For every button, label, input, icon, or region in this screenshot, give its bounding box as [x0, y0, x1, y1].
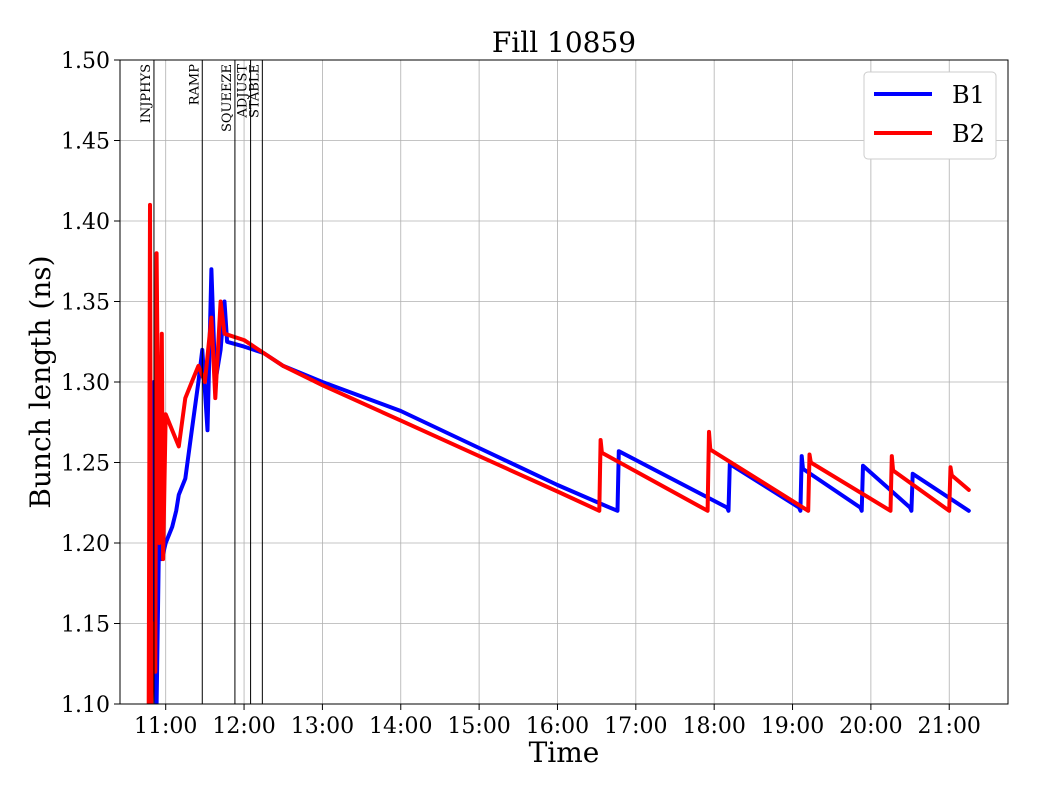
x-tick-label: 21:00	[918, 714, 981, 739]
y-tick-label: 1.45	[61, 130, 110, 155]
y-tick-label: 1.25	[61, 452, 110, 477]
y-tick-label: 1.10	[61, 693, 110, 718]
phase-label: SQUEEZE	[220, 64, 235, 132]
y-tick-label: 1.15	[61, 613, 110, 638]
series-layer	[146, 202, 971, 704]
legend-label-b2: B2	[952, 120, 985, 148]
y-tick-label: 1.20	[61, 532, 110, 557]
x-tick-label: 12:00	[212, 714, 275, 739]
y-tick-label: 1.35	[61, 291, 110, 316]
x-tick-label: 15:00	[447, 714, 510, 739]
legend-label-b1: B1	[952, 81, 985, 109]
phase-label: ADJUST	[236, 64, 251, 119]
y-tick-label: 1.30	[61, 371, 110, 396]
y-axis-ticks: 1.10 1.15 1.20 1.25 1.30 1.35 1.40 1.45 1.50	[61, 49, 120, 718]
y-axis-label: Bunch length (ns)	[24, 255, 57, 508]
x-tick-label: 13:00	[291, 714, 354, 739]
legend: B1 B2	[863, 71, 997, 160]
y-tick-label: 1.40	[61, 210, 110, 235]
x-axis-ticks: 11:00 12:00 13:00 14:00 15:00 16:00 17:00 18:00…	[134, 704, 981, 739]
y-tick-label: 1.50	[61, 49, 110, 74]
series-line-b1	[148, 267, 971, 704]
series-line-b2	[146, 202, 971, 704]
x-axis-label: Time	[529, 736, 600, 769]
x-tick-label: 19:00	[761, 714, 824, 739]
phase-label: STABLE	[247, 64, 262, 118]
x-tick-label: 20:00	[839, 714, 902, 739]
x-tick-label: 16:00	[526, 714, 589, 739]
phase-label: INJPHYS	[139, 64, 154, 123]
x-tick-label: 17:00	[604, 714, 667, 739]
chart-title: Fill 10859	[492, 26, 636, 59]
x-tick-label: 11:00	[134, 714, 197, 739]
x-tick-label: 18:00	[682, 714, 745, 739]
x-tick-label: 14:00	[369, 714, 432, 739]
phase-label: RAMP	[187, 64, 202, 105]
